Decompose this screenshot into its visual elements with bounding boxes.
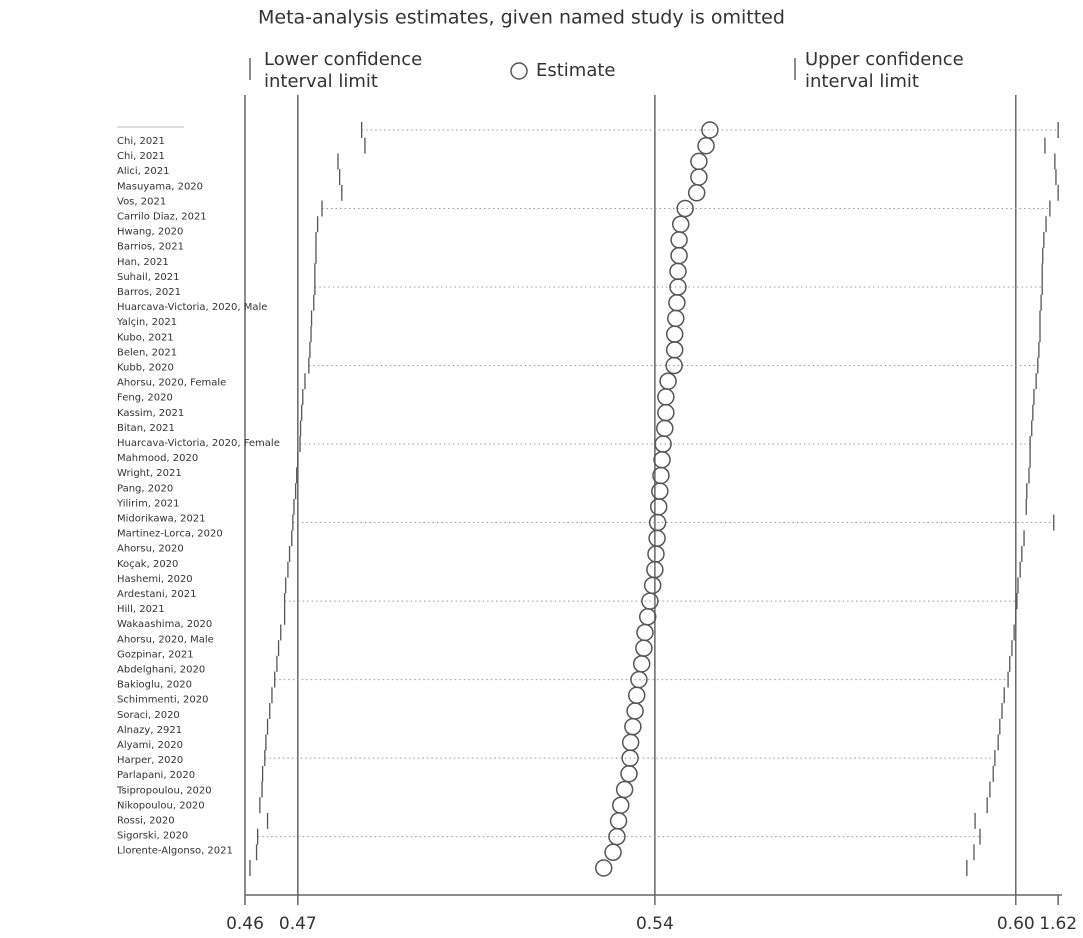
study-label: Alnazy, 2921	[117, 725, 182, 736]
estimate	[635, 639, 653, 657]
x-tick-label: 0.47	[279, 914, 317, 934]
study-label: Bakioglu, 2020	[117, 680, 192, 691]
study-label: Tsipropoulou, 2020	[116, 785, 212, 796]
estimate	[669, 278, 687, 296]
x-tick-label: 0.46	[226, 914, 264, 934]
estimate	[648, 529, 666, 548]
estimate	[668, 293, 686, 312]
study-label: Harper, 2020	[117, 755, 183, 766]
study-label: Hill, 2021	[117, 604, 165, 615]
estimate	[654, 435, 672, 453]
study-label: Koçak, 2020	[117, 559, 178, 570]
estimate	[676, 199, 694, 218]
study-label: Rossi, 2020	[117, 816, 175, 827]
study-label: Alici, 2021	[117, 166, 169, 177]
study-label: Ahorsu, 2020, Female	[117, 378, 226, 389]
legend-upper: Upper confidence interval limit	[805, 49, 964, 92]
study-label: Masuyama, 2020	[117, 181, 203, 192]
study-label: Hwang, 2020	[117, 227, 183, 238]
study-label: Ahorsu, 2020	[117, 544, 184, 555]
study-label: Wakaashima, 2020	[117, 619, 212, 630]
estimate	[670, 246, 688, 265]
legend-lower: Lower confidence interval limit	[264, 49, 423, 92]
estimate	[653, 450, 671, 469]
estimate	[659, 372, 677, 390]
study-label: Kassim, 2021	[117, 408, 184, 419]
study-label: Kubo, 2021	[117, 332, 174, 343]
study-label: Belen, 2021	[117, 347, 177, 358]
study-label: Gozpinar, 2021	[117, 649, 194, 660]
study-label: Mahmood, 2020	[117, 453, 198, 464]
study-label: Feng, 2020	[117, 393, 173, 404]
x-tick-label: 1.62	[1039, 914, 1077, 934]
study-label: Abdelghani, 2020	[117, 665, 205, 676]
study-label: Huarcava-Victoria, 2020, Male	[117, 302, 267, 313]
study-label: Han, 2021	[117, 257, 169, 268]
study-label: Ardestani, 2021	[117, 589, 196, 600]
study-label: Wright, 2021	[117, 468, 182, 479]
study-label: Hashemi, 2020	[117, 574, 193, 585]
legend-estimate: Estimate	[536, 60, 616, 81]
x-tick-label: 0.54	[636, 914, 674, 934]
legend-estimate-symbol	[510, 62, 528, 80]
study-label: Bitan, 2021	[117, 423, 175, 434]
estimate	[620, 765, 638, 783]
estimate	[657, 403, 675, 422]
study-label: Suhail, 2021	[117, 272, 180, 283]
estimate	[665, 356, 683, 375]
chart-title: Meta-analysis estimates, given named stu…	[258, 7, 785, 29]
estimate	[643, 576, 662, 595]
estimate	[594, 859, 613, 877]
study-label: Llorente-Algonso, 2021	[117, 846, 233, 857]
study-label: Chi, 2021	[117, 151, 165, 162]
x-tick-label: 0.60	[997, 914, 1035, 934]
estimate	[665, 341, 684, 359]
estimate	[627, 686, 646, 705]
study-label: Martinez-Lorca, 2020	[117, 529, 223, 540]
estimate	[669, 262, 687, 281]
estimate	[690, 152, 708, 171]
estimate	[632, 655, 651, 673]
study-label: Nikopoulou, 2020	[117, 800, 205, 811]
study-label: Kubb, 2020	[117, 363, 174, 374]
study-label: Barrios, 2021	[117, 242, 184, 253]
study-label: Schimmenti, 2020	[117, 695, 208, 706]
study-label: Carrilo Diaz, 2021	[117, 212, 207, 223]
study-label: Soraci, 2020	[117, 710, 180, 721]
estimate	[657, 388, 675, 406]
estimate	[638, 608, 657, 626]
study-label: Alyami, 2020	[117, 740, 183, 751]
estimate	[604, 843, 622, 862]
estimate	[667, 309, 685, 328]
study-label: Sigorski, 2020	[117, 831, 188, 842]
study-label: Chi, 2021	[117, 136, 165, 147]
study-label: Huarcava-Victoria, 2020, Female	[117, 438, 280, 449]
estimate	[624, 717, 642, 736]
estimate	[670, 231, 688, 249]
estimate	[671, 215, 690, 233]
estimate	[697, 136, 715, 155]
estimate	[626, 702, 644, 720]
estimate	[612, 796, 630, 814]
estimate	[636, 623, 654, 642]
estimate	[656, 419, 674, 438]
estimate	[615, 780, 634, 799]
study-label: Ahorsu, 2020, Male	[117, 634, 214, 645]
study-label: Parlapani, 2020	[117, 770, 195, 781]
estimate	[687, 184, 706, 202]
estimate	[649, 498, 668, 516]
study-label: Yalçin, 2021	[116, 317, 177, 328]
study-label: Barros, 2021	[117, 287, 181, 298]
estimate	[690, 168, 708, 186]
study-label: Pang, 2020	[117, 483, 173, 494]
estimate	[609, 812, 628, 830]
estimate	[647, 545, 665, 563]
study-label: Yilirim, 2021	[116, 498, 180, 509]
estimate	[665, 325, 684, 343]
estimate	[621, 733, 640, 752]
study-label: Midorikawa, 2021	[117, 514, 206, 525]
study-label: Vos, 2021	[117, 196, 166, 207]
